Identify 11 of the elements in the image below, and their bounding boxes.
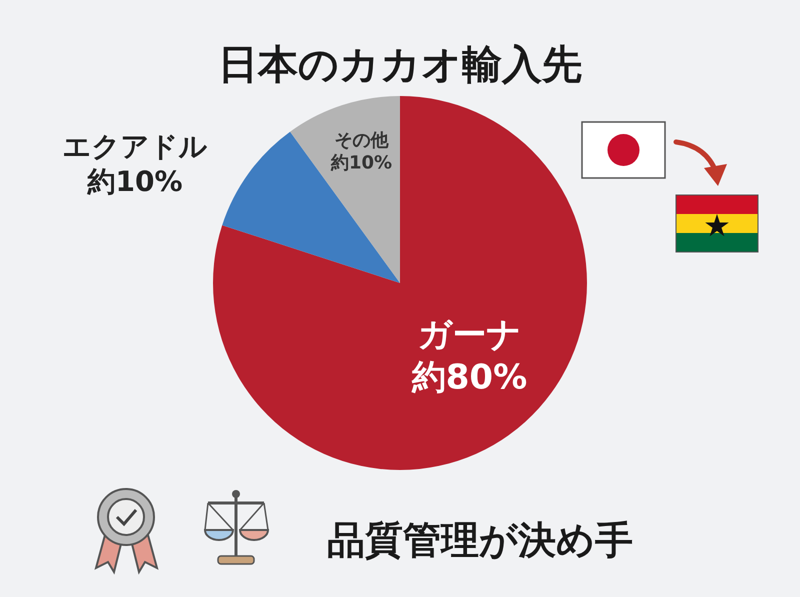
pie-slice — [222, 132, 400, 283]
pie-slice — [213, 96, 587, 470]
chart-title: 日本のカカオ輸入先 — [218, 42, 582, 88]
data-label: 約10% — [330, 152, 392, 174]
slice-label: エクアドル — [62, 130, 208, 163]
pie-slice — [290, 96, 400, 283]
data-label: 約10% — [86, 164, 183, 198]
slice-label: その他 — [334, 130, 390, 151]
text: 品質管理が決め手 — [327, 518, 633, 562]
slice-label: ガーナ — [417, 314, 522, 355]
data-label: 約80% — [410, 357, 528, 398]
